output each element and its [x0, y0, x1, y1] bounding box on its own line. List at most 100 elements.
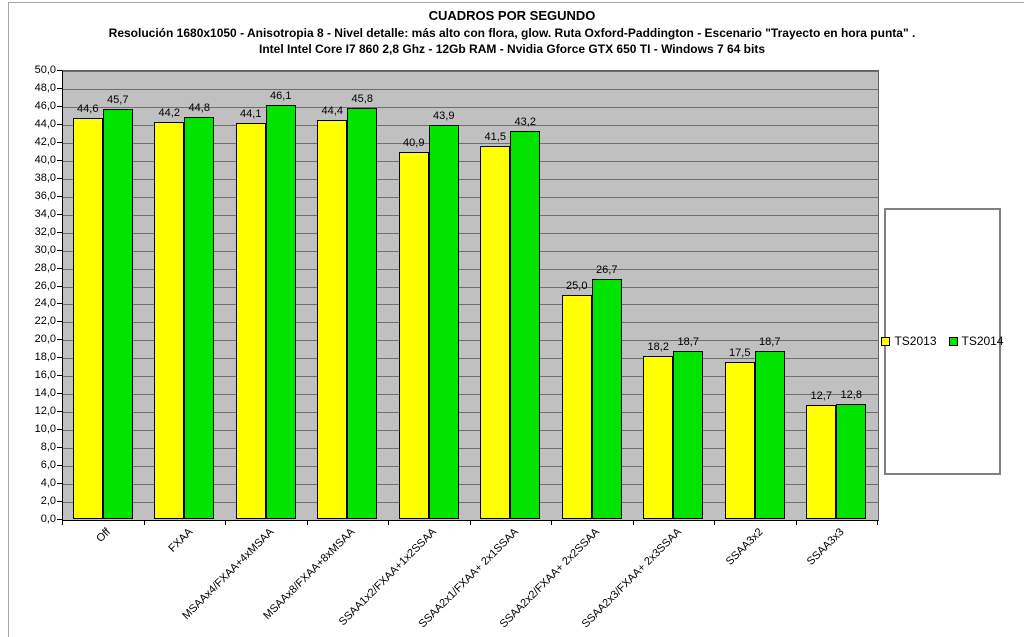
- y-tick-mark: [57, 231, 62, 233]
- category-label-2: MSAAx4/FXAA+4xMSAA: [180, 526, 277, 623]
- h-gridline: [63, 340, 878, 342]
- y-tick-label: 24,0: [34, 297, 56, 310]
- bar-value-label: 40,9: [403, 136, 425, 149]
- bar-ts2013-0: [72, 118, 103, 519]
- bar-ts2014-0: [102, 108, 133, 519]
- legend-entries: TS2013 TS2014: [881, 335, 1004, 348]
- y-tick-mark: [57, 483, 62, 485]
- y-tick-label: 22,0: [34, 315, 56, 328]
- x-tick-mark: [877, 520, 878, 525]
- legend-entry-ts2013: TS2013: [881, 335, 937, 348]
- x-tick-mark: [62, 520, 63, 525]
- x-tick-mark: [225, 520, 226, 525]
- y-tick-mark: [57, 411, 62, 413]
- bar-ts2014-5: [510, 131, 541, 519]
- y-tick-label: 16,0: [34, 369, 56, 382]
- category-label-3: MSAAx8/FXAA+8xMSAA: [261, 526, 358, 623]
- y-tick-mark: [57, 303, 62, 305]
- y-tick-mark: [57, 447, 62, 449]
- y-tick-mark: [57, 195, 62, 197]
- h-gridline: [63, 448, 878, 450]
- y-tick-label: 14,0: [34, 387, 56, 400]
- y-tick-label: 20,0: [34, 333, 56, 346]
- bar-ts2014-8: [754, 351, 785, 519]
- bar-value-label: 43,9: [433, 109, 455, 122]
- legend: TS2013 TS2014: [881, 208, 1004, 475]
- y-tick-label: 40,0: [34, 153, 56, 166]
- h-gridline: [63, 304, 878, 306]
- y-tick-label: 34,0: [34, 207, 56, 220]
- bar-ts2014-4: [428, 124, 459, 519]
- y-tick-label: 28,0: [34, 261, 56, 274]
- h-gridline: [63, 466, 878, 468]
- y-tick-label: 30,0: [34, 243, 56, 256]
- bar-value-label: 18,7: [677, 336, 699, 349]
- x-tick-mark: [143, 520, 145, 525]
- bar-ts2014-2: [265, 105, 296, 519]
- bar-ts2013-8: [724, 361, 755, 519]
- h-gridline: [63, 322, 878, 324]
- bar-ts2014-1: [184, 116, 215, 519]
- bar-value-label: 44,2: [158, 107, 180, 120]
- y-tick-mark: [57, 105, 62, 107]
- category-label-8: SSAA3x2: [723, 526, 766, 568]
- y-tick-mark: [57, 285, 62, 287]
- y-tick-mark: [57, 357, 62, 359]
- chart-subtitle-line2: Intel Intel Core I7 860 2,8 Ghz - 12Gb R…: [258, 42, 765, 56]
- bar-value-label: 25,0: [566, 279, 588, 292]
- h-gridline: [63, 286, 878, 288]
- bar-ts2013-6: [561, 294, 592, 519]
- bar-value-label: 44,8: [188, 101, 210, 114]
- y-tick-label: 10,0: [34, 423, 56, 436]
- y-tick-mark: [57, 375, 62, 377]
- h-gridline: [63, 106, 878, 108]
- bar-value-label: 44,4: [321, 105, 343, 118]
- y-tick-mark: [57, 87, 62, 89]
- y-tick-label: 12,0: [34, 405, 56, 418]
- bar-value-label: 44,1: [240, 107, 262, 120]
- h-gridline: [63, 394, 878, 396]
- legend-swatch-ts2014: [948, 337, 958, 346]
- x-tick-mark: [306, 520, 308, 525]
- h-gridline: [63, 358, 878, 360]
- bar-ts2013-2: [235, 122, 266, 519]
- y-tick-mark: [57, 267, 62, 269]
- bar-ts2014-3: [347, 107, 378, 519]
- bar-value-label: 44,6: [77, 103, 99, 116]
- y-tick-mark: [57, 213, 62, 215]
- y-tick-mark: [57, 321, 62, 323]
- h-gridline: [63, 412, 878, 414]
- y-tick-mark: [57, 429, 62, 431]
- h-gridline: [63, 430, 878, 432]
- bar-value-label: 46,1: [270, 90, 292, 103]
- h-gridline: [63, 502, 878, 504]
- y-tick-label: 8,0: [40, 441, 56, 454]
- y-tick-label: 2,0: [40, 495, 56, 508]
- y-tick-mark: [57, 465, 62, 467]
- h-gridline: [63, 250, 878, 252]
- x-tick-mark: [469, 520, 471, 525]
- bar-value-label: 41,5: [484, 131, 506, 144]
- h-gridline: [63, 214, 878, 216]
- x-tick-mark: [551, 520, 552, 525]
- y-tick-mark: [57, 339, 62, 341]
- bar-value-label: 17,5: [729, 346, 751, 359]
- category-label-0: Off: [94, 526, 114, 545]
- category-label-7: SSAA2x3/FXAA+ 2x3SSAA: [579, 526, 684, 631]
- h-gridline: [63, 124, 878, 126]
- y-tick-label: 6,0: [40, 459, 56, 472]
- x-tick-mark: [795, 520, 797, 525]
- chart-title: CUADROS POR SEGUNDO: [428, 8, 596, 23]
- y-tick-mark: [57, 249, 62, 251]
- y-tick-label: 46,0: [34, 99, 56, 112]
- bar-ts2013-9: [806, 404, 837, 519]
- y-tick-label: 38,0: [34, 171, 56, 184]
- category-label-9: SSAA3x3: [804, 526, 847, 568]
- y-tick-label: 32,0: [34, 225, 56, 238]
- x-tick-mark: [632, 520, 634, 525]
- y-tick-mark: [57, 177, 62, 179]
- h-gridline: [63, 376, 878, 378]
- h-gridline: [63, 88, 878, 90]
- bar-value-label: 43,2: [514, 116, 536, 129]
- h-gridline: [63, 160, 878, 162]
